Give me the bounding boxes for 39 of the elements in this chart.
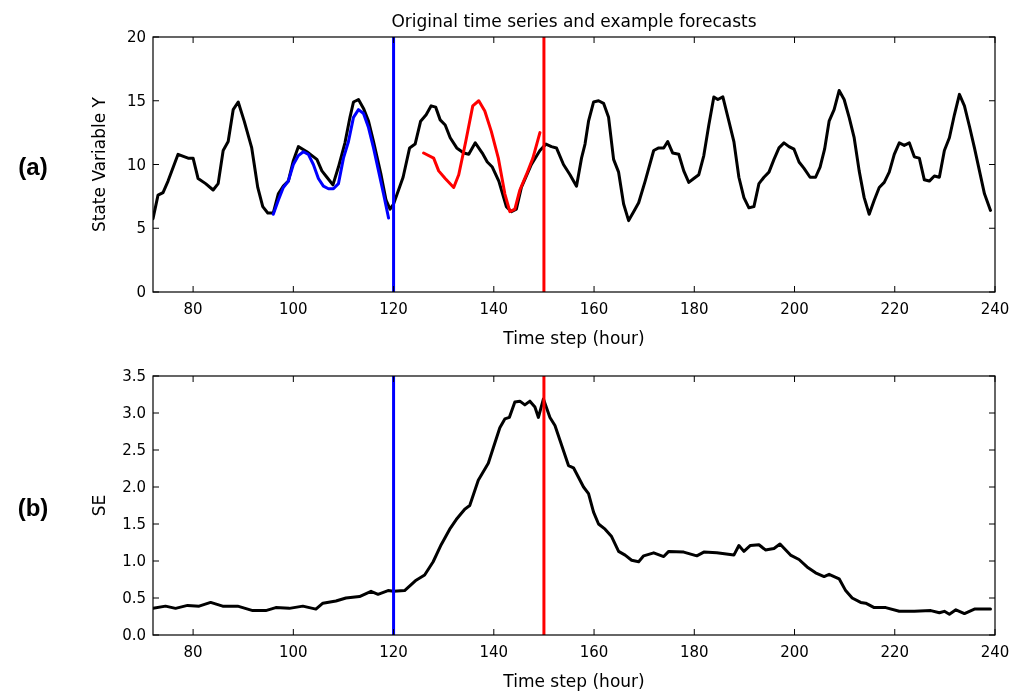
x-tick-label: 100 [279, 300, 308, 318]
x-tick-label: 140 [479, 643, 509, 661]
y-tick-label: 2.5 [122, 441, 146, 459]
x-tick-label: 180 [679, 643, 709, 661]
y-tick-label: 15 [126, 91, 146, 110]
text: (b) [17, 493, 49, 521]
y-tick-label: 2.0 [122, 478, 146, 496]
y-tick-label: 0 [136, 283, 146, 301]
y-tick-label: 0.0 [122, 626, 146, 644]
x-tick-label: 220 [880, 643, 910, 661]
x-tick-label: 220 [880, 300, 910, 318]
y-tick-label: 3.0 [122, 404, 146, 422]
y-tick-label: 1.5 [122, 515, 146, 533]
y-tick-label: 3.5 [122, 367, 146, 385]
y-tick-label: 10 [126, 155, 146, 174]
line-series [271, 108, 391, 220]
y-axis-title: SE [89, 494, 109, 517]
x-tick-label: 80 [183, 300, 203, 318]
x-axis-title: Time step (hour) [502, 328, 645, 348]
x-tick-label: 120 [379, 643, 408, 661]
x-tick-label: 140 [479, 300, 509, 318]
x-tick-label: 180 [679, 300, 709, 318]
chart-title: Original time series and example forecasts [391, 11, 757, 31]
text: (a) [18, 152, 48, 180]
x-tick-label: 240 [980, 300, 1010, 318]
y-tick-label: 0.5 [122, 589, 146, 607]
x-tick-label: 200 [780, 643, 809, 661]
x-tick-label: 200 [780, 300, 809, 318]
x-tick-label: 120 [379, 300, 408, 318]
x-tick-label: 240 [980, 643, 1010, 661]
y-tick-label: 20 [126, 28, 146, 46]
x-tick-label: 160 [579, 300, 609, 318]
y-tick-label: 1.0 [122, 552, 146, 570]
y-axis-title: State Variable Y [89, 96, 109, 233]
x-tick-label: 100 [279, 643, 308, 661]
x-axis-title: Time step (hour) [502, 671, 645, 691]
x-tick-label: 80 [183, 643, 203, 661]
y-tick-label: 5 [136, 219, 146, 238]
x-tick-label: 160 [579, 643, 609, 661]
